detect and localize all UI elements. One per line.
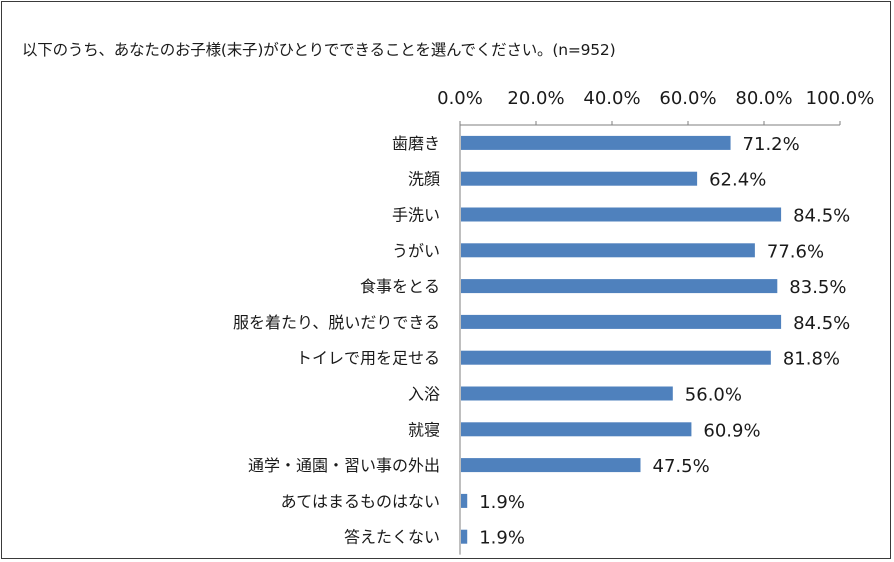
bar xyxy=(461,422,692,437)
data-label: 81.8% xyxy=(783,349,840,370)
x-tick-label: 20.0% xyxy=(507,88,564,109)
data-label: 62.4% xyxy=(709,170,766,191)
data-label: 56.0% xyxy=(685,385,742,406)
category-label: うがい xyxy=(392,241,440,260)
bar xyxy=(461,279,778,294)
data-label: 47.5% xyxy=(653,456,710,477)
bar xyxy=(461,243,755,258)
x-tick-label: 100.0% xyxy=(806,88,875,109)
bar xyxy=(461,171,698,186)
bar xyxy=(461,207,782,222)
bar xyxy=(461,386,673,401)
category-label: 洗顔 xyxy=(408,170,440,189)
category-label: 入浴 xyxy=(408,385,440,404)
data-label: 1.9% xyxy=(479,528,525,549)
bar xyxy=(461,529,468,544)
data-label: 1.9% xyxy=(479,492,525,513)
x-tick-label: 80.0% xyxy=(735,88,792,109)
data-label: 77.6% xyxy=(767,241,824,262)
category-label: あてはまるものはない xyxy=(281,492,440,511)
x-tick-label: 0.0% xyxy=(437,88,483,109)
x-tick-label: 60.0% xyxy=(659,88,716,109)
category-label: 手洗い xyxy=(392,206,440,225)
bar xyxy=(461,135,731,150)
category-label: トイレで用を足せる xyxy=(296,349,440,368)
data-label: 71.2% xyxy=(743,134,800,155)
category-label: 服を着たり、脱いだりできる xyxy=(233,313,440,332)
category-label: 答えたくない xyxy=(344,528,440,547)
data-label: 84.5% xyxy=(793,313,850,334)
data-label: 84.5% xyxy=(793,206,850,227)
data-label: 60.9% xyxy=(703,420,760,441)
data-label: 83.5% xyxy=(789,277,846,298)
bar xyxy=(461,493,468,508)
bar xyxy=(461,458,641,473)
category-label: 就寝 xyxy=(408,420,440,439)
chart-title: 以下のうち、あなたのお子様(末子)がひとりでできることを選んでください。(n=9… xyxy=(22,41,616,59)
x-tick-label: 40.0% xyxy=(583,88,640,109)
category-label: 通学・通園・習い事の外出 xyxy=(248,456,440,475)
bar xyxy=(461,314,782,329)
category-label: 食事をとる xyxy=(360,277,440,296)
category-label: 歯磨き xyxy=(392,134,440,153)
bar xyxy=(461,350,771,365)
